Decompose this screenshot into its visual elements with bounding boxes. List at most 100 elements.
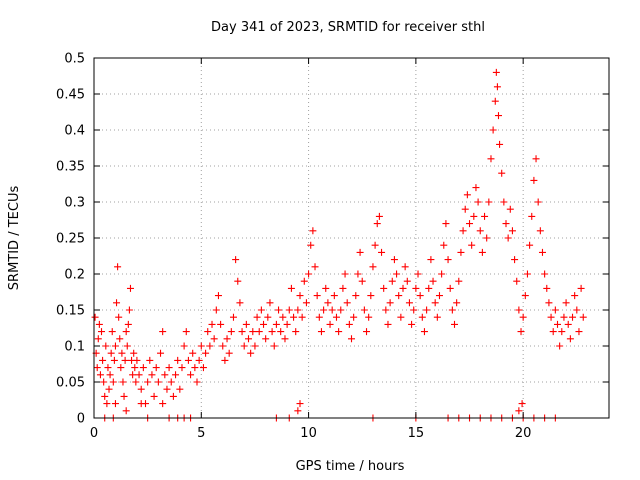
data-point [124,320,132,328]
data-point [131,364,139,372]
data-point [453,299,461,307]
data-point [104,364,112,372]
data-point [470,212,478,220]
data-point [189,349,197,357]
data-point [221,356,229,364]
data-point [251,342,259,350]
y-tick-label: 0.1 [64,340,85,355]
plot-frame [93,57,610,419]
data-point [119,378,127,386]
data-point [558,328,566,336]
data-point [191,364,199,372]
data-point [371,241,379,249]
data-point [405,299,413,307]
data-point [167,378,175,386]
data-point [328,306,336,314]
data-point [247,349,255,357]
data-point [356,248,364,256]
data-point [521,292,529,300]
data-point [345,320,353,328]
data-point [401,263,409,271]
data-point [517,328,525,336]
data-point [229,313,237,321]
data-point [111,342,119,350]
data-point [324,299,332,307]
data-point [478,248,486,256]
data-point [444,256,452,264]
x-tick-label: 0 [90,426,98,441]
data-point [114,263,122,271]
data-point [150,392,158,400]
data-point [556,342,564,350]
data-point [287,284,295,292]
y-tick-label: 0.3 [64,196,85,211]
data-point [554,320,561,328]
data-point [571,292,579,300]
data-point [367,292,375,300]
data-point [238,328,246,336]
data-point [500,198,508,206]
data-point [217,320,225,328]
data-point [487,155,495,163]
data-point [272,320,280,328]
data-point [174,356,182,364]
data-point [214,292,222,300]
data-point [146,356,154,364]
data-point [232,256,240,264]
data-point [418,313,426,321]
data-point [365,313,373,321]
data-point [468,241,476,249]
data-point [163,385,171,393]
data-point [511,256,519,264]
data-point [408,320,416,328]
data-point [523,270,531,278]
data-point [534,198,542,206]
data-point [504,234,512,242]
data-point [180,342,188,350]
data-point [102,342,110,350]
data-point [99,356,107,364]
data-point [343,299,351,307]
data-point [388,277,396,285]
data-point [122,407,130,415]
data-point [569,313,577,321]
data-point [302,299,310,307]
data-point [538,248,546,256]
data-point [393,270,401,278]
data-point [184,356,192,364]
data-point [137,385,145,393]
data-point [440,241,448,249]
data-point [157,349,165,357]
data-point [575,328,583,336]
data-point [100,378,108,386]
data-point [135,371,143,379]
data-point [545,299,553,307]
data-point [330,292,338,300]
data-point [206,342,214,350]
data-point [337,306,345,314]
data-point [536,227,544,235]
data-point [474,198,482,206]
data-point [115,313,123,321]
data-point [94,335,102,343]
data-point [123,342,131,350]
data-point [121,356,129,364]
data-point [245,335,252,343]
data-point [485,198,493,206]
data-point [352,292,360,300]
data-point [139,364,147,372]
data-point [494,112,502,120]
data-point [95,320,103,328]
data-point [294,306,302,314]
data-point [300,277,308,285]
data-point [118,349,126,357]
data-point [268,328,276,336]
data-point [519,313,527,321]
data-point [279,313,287,321]
data-point [309,227,317,235]
data-point [322,284,330,292]
data-points [91,68,587,422]
data-point [212,306,220,314]
data-point [197,342,205,350]
data-point [133,356,141,364]
